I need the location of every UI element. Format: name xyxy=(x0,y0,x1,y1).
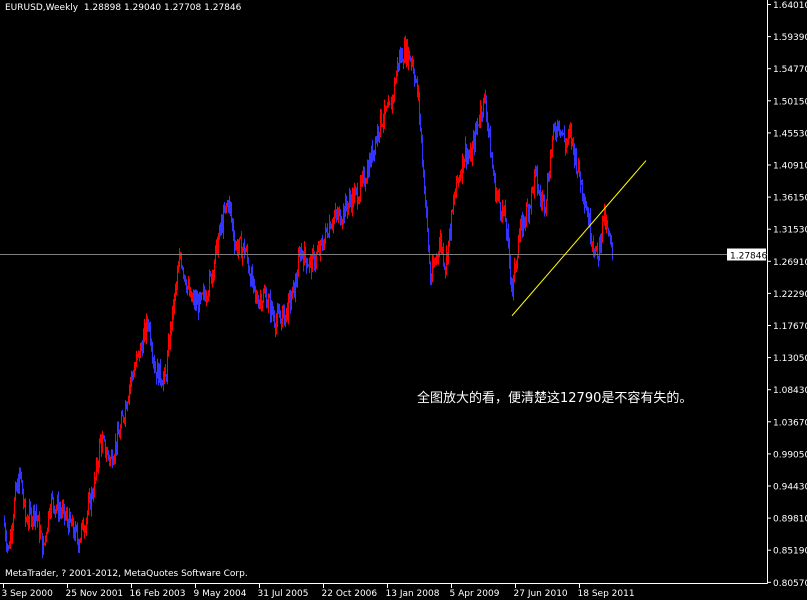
time-tick-label: 3 Sep 2000 xyxy=(2,589,54,599)
price-tick-label: 1.54770 xyxy=(773,65,807,75)
price-tick-label: 1.64010 xyxy=(773,1,807,11)
high-value: 1.29040 xyxy=(123,3,162,13)
time-tick-label: 13 Jan 2008 xyxy=(386,589,440,599)
current-price-value: 1.27846 xyxy=(730,252,767,262)
time-tick-label: 9 May 2004 xyxy=(194,589,247,599)
price-tick-label: 0.80570 xyxy=(773,579,807,589)
price-tick-label: 0.99050 xyxy=(773,450,807,460)
time-axis[interactable]: 3 Sep 2000 25 Nov 2001 16 Feb 2003 9 May 20… xyxy=(2,583,635,599)
price-tick-label: 0.89810 xyxy=(773,515,807,525)
annotation-text: 全图放大的看，便清楚这12790是不容有失的。 xyxy=(417,391,693,406)
time-tick-label: 27 Jun 2010 xyxy=(514,589,568,599)
close-value: 1.27846 xyxy=(204,3,242,13)
time-tick-label: 25 Nov 2001 xyxy=(66,589,124,599)
time-tick-label: 31 Jul 2005 xyxy=(258,589,309,599)
time-tick-label: 16 Feb 2003 xyxy=(130,589,186,599)
price-tick-label: 1.26910 xyxy=(773,258,807,268)
price-tick-label: 1.36150 xyxy=(773,194,807,204)
price-tick-label: 0.85190 xyxy=(773,547,807,557)
price-tick-label: 1.50150 xyxy=(773,97,807,107)
low-value: 1.27708 xyxy=(164,3,202,13)
chart-header: EURUSD,Weekly 1.28898 1.29040 1.27708 1.… xyxy=(5,3,241,13)
copyright: MetaTrader, ? 2001-2012, MetaQuotes Soft… xyxy=(5,569,248,579)
price-tick-label: 1.08430 xyxy=(773,386,807,396)
price-tick-label: 1.31530 xyxy=(773,226,807,236)
price-tick-label: 1.45530 xyxy=(773,129,807,139)
trendline[interactable] xyxy=(511,160,647,317)
price-tick-label: 1.17670 xyxy=(773,322,807,332)
open-value: 1.28898 xyxy=(83,3,122,13)
price-tick-label: 1.40910 xyxy=(773,162,807,172)
price-bars xyxy=(4,35,613,559)
price-axis[interactable]: 1.64010 1.59390 1.54770 1.50150 1.45530 1.409… xyxy=(767,1,807,589)
current-price-label-box xyxy=(727,248,766,261)
time-tick-label: 22 Oct 2006 xyxy=(322,589,378,599)
price-tick-label: 1.03670 xyxy=(773,418,807,428)
price-tick-label: 0.94430 xyxy=(773,483,807,493)
time-tick-label: 5 Apr 2009 xyxy=(450,589,500,599)
symbol: EURUSD,Weekly xyxy=(5,3,79,13)
time-tick-label: 18 Sep 2011 xyxy=(578,589,635,599)
price-tick-label: 1.13050 xyxy=(773,354,807,364)
current-price-label: 1.27846 xyxy=(727,248,767,262)
price-tick-label: 1.59390 xyxy=(773,33,807,43)
price-tick-label: 1.22290 xyxy=(773,290,807,300)
